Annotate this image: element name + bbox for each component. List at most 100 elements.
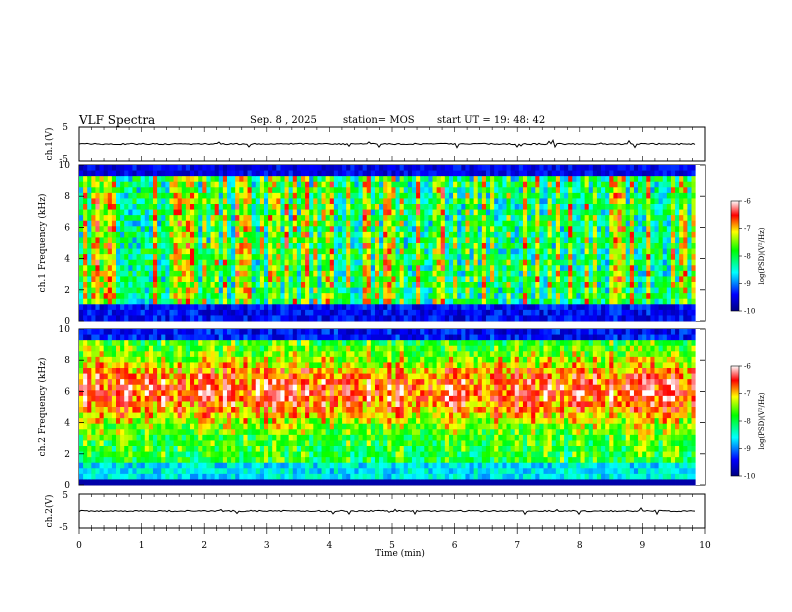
ch1-spectrogram-cell	[99, 259, 105, 266]
ch1-spectrogram-cell	[329, 254, 335, 261]
ch1-spectrogram-cell	[436, 309, 442, 316]
ch2-spectrogram-cell	[161, 468, 166, 475]
ch1-spectrogram-cell	[177, 304, 183, 311]
ch2-spectrogram-cell	[79, 418, 84, 425]
ch1-spectrogram-cell	[325, 276, 331, 283]
ch1-spectrogram-cell	[527, 304, 532, 311]
ch1-spectrogram-cell	[531, 248, 536, 255]
ch2-spectrogram-cell	[140, 368, 146, 374]
ch1-spectrogram-cell	[268, 237, 273, 244]
ch1-spectrogram-cell	[91, 287, 96, 294]
ch2-spectrogram-cell	[111, 446, 117, 452]
ch1-spectrogram-cell	[490, 176, 495, 183]
ch1-spectrogram-cell	[292, 226, 298, 233]
ch2-spectrogram-cell	[116, 329, 121, 335]
ch1-spectrogram-cell	[432, 276, 438, 283]
ch1-spectrogram-cell	[485, 304, 491, 311]
ch1-spectrogram-cell	[403, 237, 409, 244]
ch1-spectrogram-cell	[333, 231, 339, 238]
ch1-spectrogram-cell	[572, 226, 577, 233]
ch2-spectrogram-cell	[103, 384, 109, 391]
ch1-spectrogram-cell	[453, 254, 458, 261]
ch1-spectrogram-cell	[198, 254, 203, 261]
ch1-spectrogram-cell	[650, 192, 655, 199]
ch1-spectrogram-cell	[580, 192, 586, 199]
ch1-spectrogram-cell	[87, 304, 92, 311]
ch1-spectrogram-cell	[551, 243, 557, 249]
ch1-spectrogram-cell	[473, 237, 479, 244]
ch2-spectrogram-cell	[148, 401, 154, 408]
ch1-spectrogram-cell	[288, 170, 294, 177]
ch2-spectrogram-cell	[165, 401, 170, 408]
ch1-spectrogram-cell	[272, 276, 277, 283]
ch1-spectrogram-cell	[395, 270, 401, 277]
ch1-spectrogram-cell	[559, 231, 565, 238]
ch1-spectrogram-cell	[522, 270, 528, 277]
ch1-spectrogram-cell	[87, 315, 92, 322]
ch1-spectrogram-cell	[424, 248, 429, 255]
ch1-spectrogram-cell	[132, 276, 137, 283]
ch2-spectrogram-cell	[99, 334, 105, 341]
ch1-spectrogram-cell	[453, 187, 458, 194]
ch1-spectrogram-cell	[440, 309, 446, 316]
ch1-spectrogram-cell	[477, 287, 483, 294]
ch1-spectrogram-cell	[206, 170, 211, 177]
ch1-spectrogram-cell	[169, 259, 174, 266]
ch1-spectrogram-cell	[214, 165, 220, 171]
ch2-spectrogram-cell	[124, 401, 129, 408]
ch1-spectrogram-cell	[440, 254, 446, 261]
ch2-spectrogram-cell	[152, 462, 158, 469]
ch1-spectrogram-cell	[592, 209, 598, 216]
ch1-spectrogram-cell	[527, 215, 532, 222]
ch1-spectrogram-cell	[625, 293, 631, 300]
ch1-spectrogram-cell	[374, 198, 380, 205]
ch1-spectrogram-cell	[650, 165, 655, 171]
ch1-spectrogram-cell	[642, 270, 647, 277]
ch1-spectrogram-cell	[148, 198, 154, 205]
ch1-spectrogram-cell	[399, 287, 405, 294]
ch1-spectrogram-cell	[218, 298, 224, 305]
ch2-spectrogram-cell	[144, 362, 150, 369]
ch1-spectrogram-cell	[436, 287, 442, 294]
ch1-spectrogram-cell	[609, 282, 614, 288]
ch1-spectrogram-cell	[675, 209, 680, 216]
ch1-spectrogram-cell	[214, 198, 220, 205]
ch1-spectrogram-cell	[325, 170, 331, 177]
ch1-spectrogram-cell	[588, 165, 594, 171]
ch1-spectrogram-cell	[670, 243, 676, 249]
ch2-spectrogram-cell	[79, 440, 84, 447]
ch1-spectrogram-cell	[547, 243, 553, 249]
ch1-spectrogram-cell	[79, 231, 84, 238]
ch1-spectrogram-cell	[469, 304, 475, 311]
ch2-spectrogram-cell	[161, 351, 166, 358]
ch1-spectrogram-cell	[173, 215, 179, 222]
ch1-spectrogram-cell	[136, 259, 142, 266]
ch1-spectrogram-cell	[309, 282, 314, 288]
ch1-spectrogram-cell	[543, 237, 549, 244]
ch1-spectrogram-cell	[194, 170, 199, 177]
ch1-spectrogram-cell	[440, 231, 446, 238]
ch1-spectrogram-cell	[625, 198, 631, 205]
ch1-spectrogram-cell	[650, 226, 655, 233]
ch2-spectrogram-cell	[87, 345, 92, 352]
ch1-spectrogram-cell	[350, 309, 355, 316]
ch2-spectrogram-cell	[95, 429, 100, 436]
ch1-spectrogram-cell	[148, 248, 154, 255]
ch1-spectrogram-cell	[407, 304, 413, 311]
ch1-spectrogram-cell	[584, 254, 590, 261]
ch1-spectrogram-cell	[502, 287, 507, 294]
ch1-spectrogram-cell	[152, 192, 158, 199]
ch1-spectrogram-cell	[83, 259, 88, 266]
ch1-spectrogram-cell	[473, 215, 479, 222]
ch1-spectrogram-cell	[218, 287, 224, 294]
ch1-spectrogram-cell	[292, 293, 298, 300]
ch1-spectrogram-cell	[140, 209, 146, 216]
ch1-spectrogram-cell	[177, 248, 183, 255]
ch1-spectrogram-cell	[691, 198, 697, 205]
ch1-spectrogram-cell	[99, 304, 105, 311]
ch1-spectrogram-cell	[514, 259, 520, 266]
ch1-spectrogram-cell	[559, 315, 565, 322]
ch1-spectrogram-cell	[555, 293, 561, 300]
ch1-spectrogram-cell	[321, 187, 327, 194]
ch1-spectrogram-cell	[514, 237, 520, 244]
